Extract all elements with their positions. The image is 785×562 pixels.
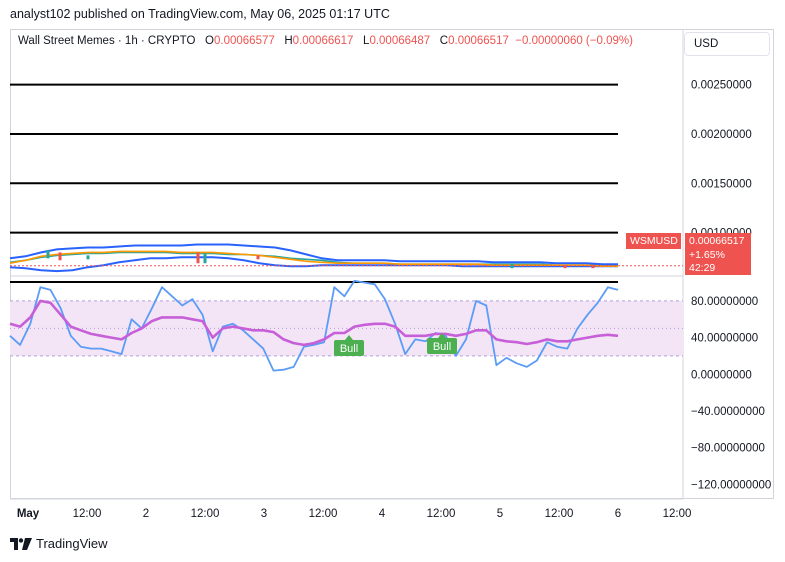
footer-brand: TradingView bbox=[36, 536, 108, 551]
close-label: C bbox=[439, 35, 449, 47]
bull-label-box bbox=[427, 338, 457, 354]
stoch-d-line bbox=[9, 299, 619, 347]
high-label: H bbox=[284, 35, 293, 47]
low-label: L bbox=[363, 35, 370, 47]
bull-label-box bbox=[334, 340, 364, 356]
high-value: 0.00066617 bbox=[292, 35, 354, 47]
candle-mark bbox=[563, 265, 567, 269]
candle-mark bbox=[46, 250, 50, 259]
time-axis-label: 3 bbox=[261, 508, 267, 520]
symbol-title[interactable]: Wall Street Memes · 1h · CRYPTO bbox=[18, 35, 196, 47]
price-tag-countdown: 42:29 bbox=[685, 262, 751, 275]
candle-mark bbox=[86, 255, 90, 260]
time-axis-label: 12:00 bbox=[545, 508, 574, 520]
basis-line bbox=[9, 251, 618, 266]
grid bbox=[10, 29, 684, 499]
candle-mark bbox=[256, 255, 260, 260]
price-tag-price: 0.00066517 bbox=[685, 233, 751, 249]
time-axis-label: 2 bbox=[143, 508, 149, 520]
candle-mark bbox=[203, 253, 207, 264]
time-axis-label: 12:00 bbox=[309, 508, 338, 520]
candle-mark bbox=[510, 264, 514, 269]
upper-band-line bbox=[9, 243, 618, 266]
price-tag-change: +1.65% bbox=[685, 249, 751, 262]
oscillator-axis-label: −120.00000000 bbox=[691, 479, 771, 491]
time-axis-label: 5 bbox=[497, 508, 503, 520]
price-pane bbox=[9, 83, 683, 283]
currency-button[interactable]: USD bbox=[684, 32, 770, 56]
ohlc-legend: Wall Street Memes · 1h · CRYPTO O0.00066… bbox=[18, 35, 633, 47]
time-axis-label: 12:00 bbox=[663, 508, 692, 520]
oscillator-axis-label: −80.00000000 bbox=[691, 443, 765, 455]
stoch-k-line bbox=[9, 279, 619, 372]
oscillator-pane: Bull Bull bbox=[9, 279, 683, 372]
low-value: 0.00066487 bbox=[369, 35, 431, 47]
axes: 0.002500000.002000000.001500000.00100000… bbox=[10, 80, 771, 520]
time-axis-label: 12:00 bbox=[427, 508, 456, 520]
tradingview-logo-icon bbox=[10, 537, 32, 550]
price-axis-label: 0.00150000 bbox=[691, 178, 752, 190]
bull-label-text: Bull bbox=[340, 343, 358, 355]
candle-mark bbox=[196, 252, 200, 264]
oscillator-axis-label: 80.00000000 bbox=[691, 296, 758, 308]
price-tag-symbol: WSMUSD bbox=[626, 233, 681, 249]
price-axis-label: 0.00200000 bbox=[691, 129, 752, 141]
candle-mark bbox=[58, 252, 62, 261]
tradingview-logo[interactable]: TradingView bbox=[10, 536, 108, 551]
change-value: −0.00000060 (−0.09%) bbox=[515, 35, 633, 47]
open-value: 0.00066577 bbox=[214, 35, 275, 47]
candle-mark bbox=[591, 265, 595, 269]
bull-label-pointer bbox=[345, 335, 353, 340]
close-value: 0.00066517 bbox=[448, 35, 509, 47]
moving-average-line bbox=[9, 250, 618, 267]
oscillator-axis-label: 40.00000000 bbox=[691, 333, 758, 345]
open-label: O bbox=[205, 35, 214, 47]
time-axis-label: 12:00 bbox=[191, 508, 220, 520]
bull-label-pointer bbox=[438, 333, 446, 338]
publisher-line: analyst102 published on TradingView.com,… bbox=[10, 7, 390, 21]
price-axis-label: 0.00250000 bbox=[691, 80, 752, 92]
oscillator-axis-label: 0.00000000 bbox=[691, 369, 752, 381]
time-axis-label: 4 bbox=[379, 508, 386, 520]
time-axis-label: 6 bbox=[615, 508, 621, 520]
bull-label-text: Bull bbox=[433, 341, 451, 353]
time-axis-label: 12:00 bbox=[73, 508, 102, 520]
oscillator-axis-label: −40.00000000 bbox=[691, 406, 765, 418]
time-axis-label: May bbox=[17, 508, 40, 520]
